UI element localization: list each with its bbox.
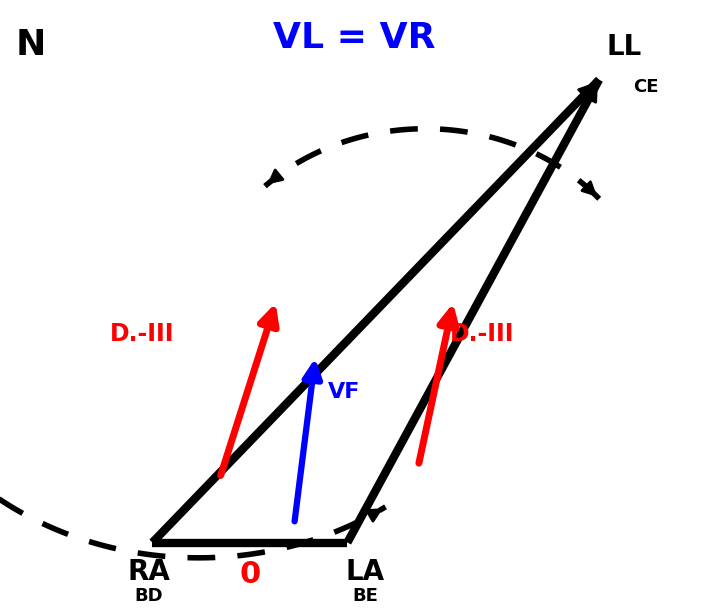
Text: BD: BD <box>135 587 163 604</box>
Text: VF: VF <box>328 383 360 402</box>
Text: VL = VR: VL = VR <box>273 21 436 55</box>
Text: D.-III: D.-III <box>110 322 174 346</box>
Text: LL: LL <box>606 33 642 61</box>
Text: 0: 0 <box>240 560 260 588</box>
Text: BE: BE <box>352 587 378 604</box>
Text: D.-III: D.-III <box>450 322 514 346</box>
Text: N: N <box>16 28 46 61</box>
Text: CE: CE <box>633 78 659 96</box>
Text: RA: RA <box>128 558 170 586</box>
Text: LA: LA <box>345 558 385 586</box>
